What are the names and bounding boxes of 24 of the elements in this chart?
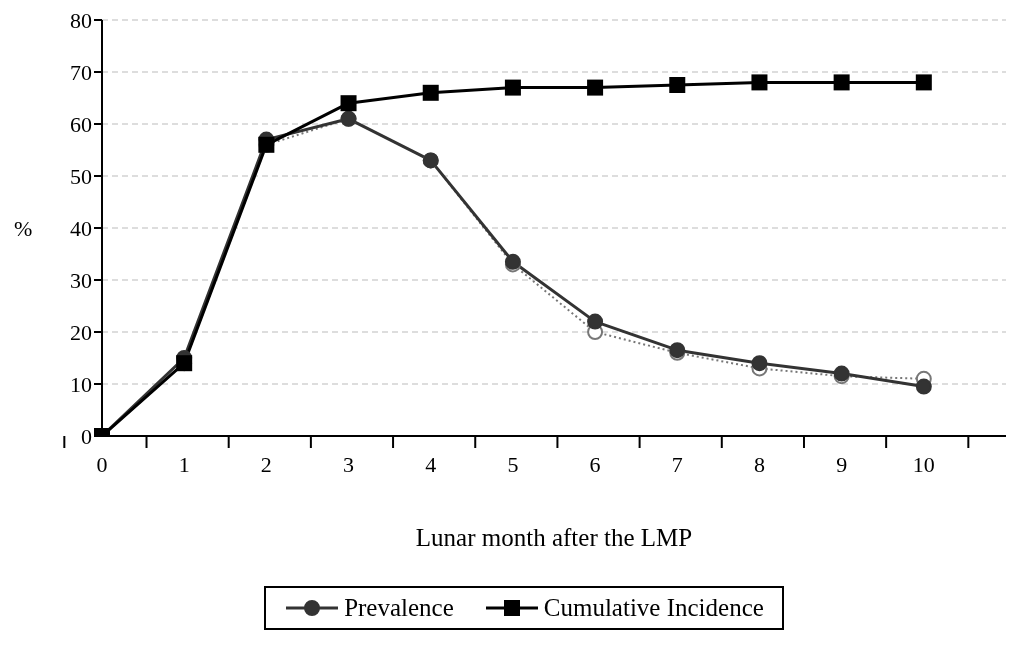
x-tick-label: 5 [507, 452, 519, 477]
legend-label: Prevalence [344, 594, 454, 622]
x-tick-label: 9 [836, 452, 848, 477]
y-tick-label: 60 [70, 111, 92, 137]
x-axis-title: Lunar month after the LMP [415, 524, 693, 551]
y-tick-label: 80 [70, 7, 92, 33]
y-tick-label: 40 [70, 215, 92, 241]
x-tick-label: 7 [671, 452, 683, 477]
y-tick-label: 20 [70, 319, 92, 345]
y-axis-title: % [14, 215, 33, 241]
x-tick-label: 4 [425, 452, 437, 477]
y-tick-label: 50 [70, 163, 92, 189]
y-tick-label: 70 [70, 59, 92, 85]
y-tick-label: 0 [81, 423, 92, 449]
x-tick-label: 8 [753, 452, 765, 477]
x-tick-label: 6 [589, 452, 601, 477]
x-tick-label: 0 [96, 452, 108, 477]
x-tick-label: 2 [260, 452, 272, 477]
y-tick-label: 30 [70, 267, 92, 293]
legend-label: Cumulative Incidence [543, 594, 764, 622]
x-tick-label: 3 [343, 452, 355, 477]
y-tick-label: 10 [70, 371, 92, 397]
x-tick-label: 1 [178, 452, 190, 477]
x-tick-label: 10 [912, 452, 935, 477]
